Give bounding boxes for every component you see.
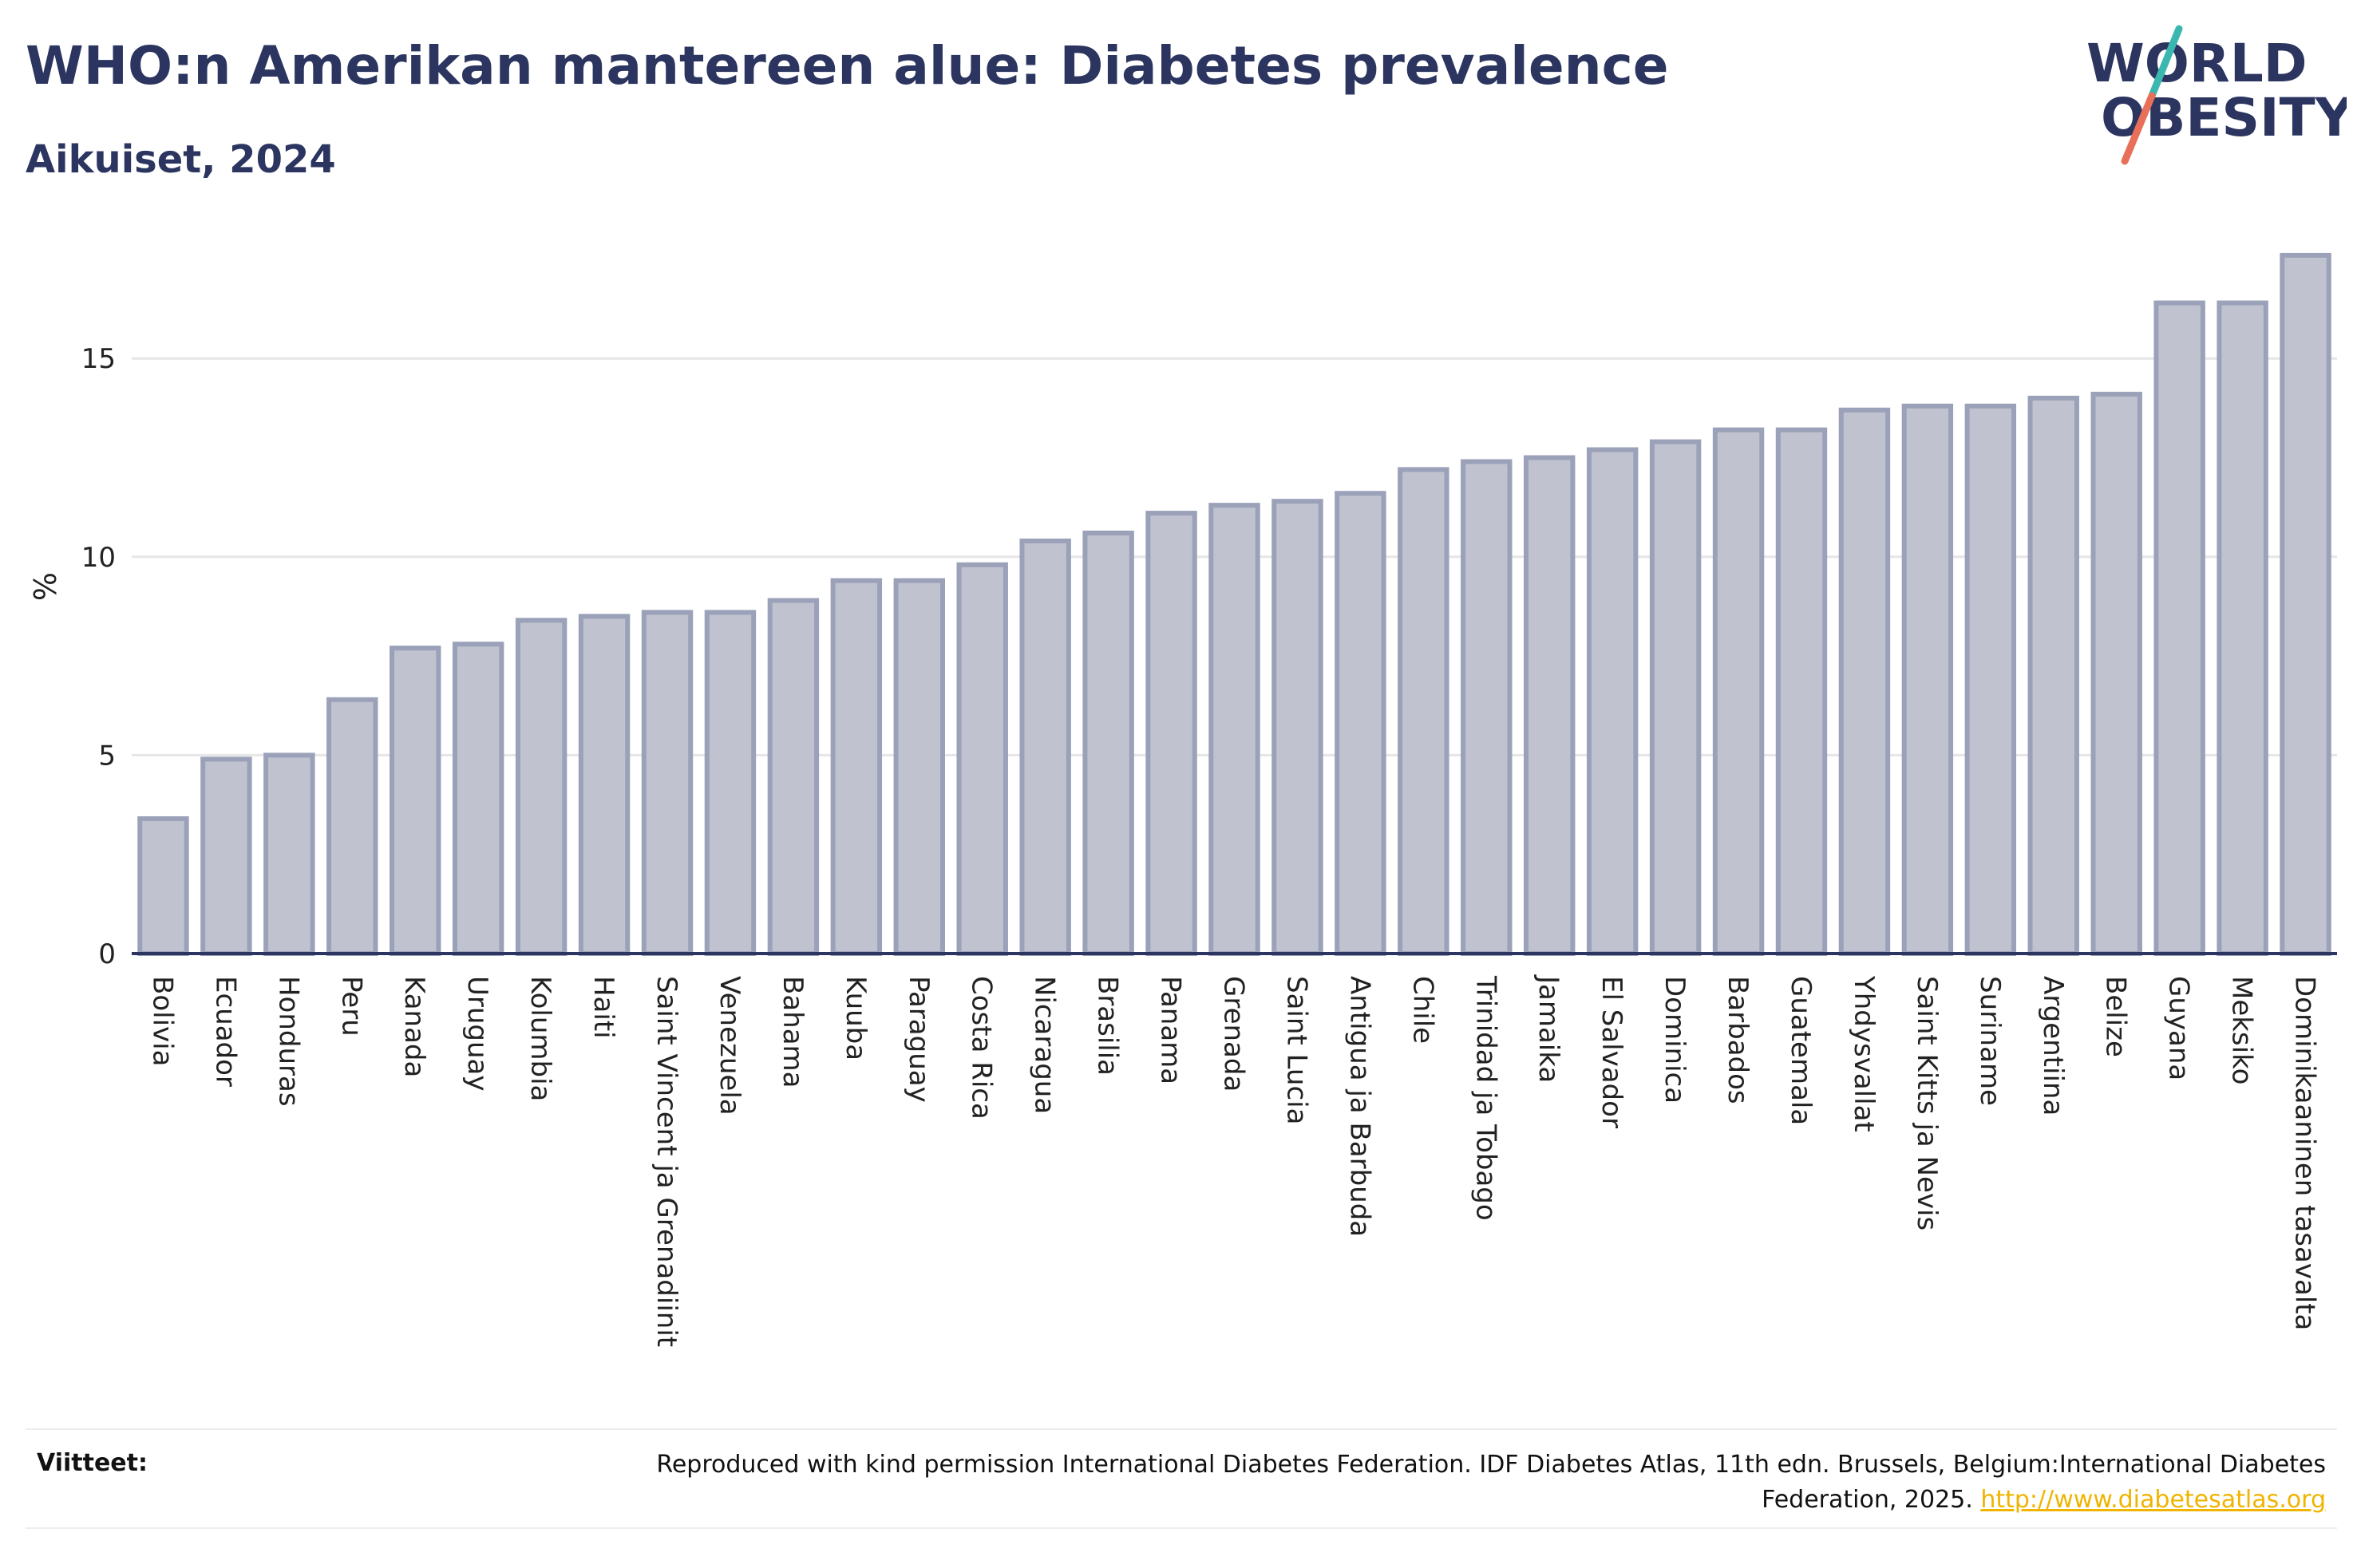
x-tick-label: Belize <box>2100 976 2132 1057</box>
x-tick-label: Dominica <box>1659 976 1691 1104</box>
x-tick-label: Ecuador <box>209 976 241 1087</box>
x-tick-label: Chile <box>1406 976 1438 1044</box>
x-tick-label: Grenada <box>1218 976 1250 1092</box>
x-tick-label: Meksiko <box>2226 976 2258 1084</box>
bar[interactable] <box>137 816 189 956</box>
y-tick-label: 5 <box>98 740 116 772</box>
x-tick-label: Bolivia <box>146 976 178 1066</box>
bar[interactable] <box>515 618 568 956</box>
references-label: Viitteet: <box>37 1449 148 1477</box>
x-tick-label: Saint Vincent ja Grenadiinit <box>651 976 682 1347</box>
x-tick-label: El Salvador <box>1596 976 1627 1128</box>
x-tick-label: Honduras <box>272 976 304 1107</box>
bar[interactable] <box>1398 467 1449 956</box>
bar[interactable] <box>956 562 1008 956</box>
logo-slash-coral <box>2121 92 2156 165</box>
bar[interactable] <box>1461 459 1513 956</box>
bar[interactable] <box>1586 447 1639 956</box>
bar[interactable] <box>1524 455 1576 956</box>
x-tick-label: Venezuela <box>714 976 745 1116</box>
bar[interactable] <box>2153 300 2205 956</box>
references-text: Reproduced with kind permission Internat… <box>650 1448 2326 1518</box>
bar[interactable] <box>2027 395 2079 956</box>
bar[interactable] <box>893 578 945 956</box>
bar[interactable] <box>326 697 378 956</box>
x-tick-label: Bahama <box>777 976 809 1088</box>
bar[interactable] <box>2217 300 2268 956</box>
bar[interactable] <box>263 752 315 957</box>
bar[interactable] <box>2090 391 2142 956</box>
bar[interactable] <box>1649 439 1702 956</box>
bar[interactable] <box>704 610 757 956</box>
bar[interactable] <box>1901 403 1954 956</box>
bar[interactable] <box>1145 511 1197 956</box>
chart-title: WHO:n Amerikan mantereen alue: Diabetes … <box>26 35 1669 97</box>
x-tick-label: Dominikaaninen tasavalta <box>2289 976 2321 1330</box>
x-tick-label: Suriname <box>1974 976 2006 1106</box>
x-tick-label: Peru <box>335 976 367 1037</box>
x-tick-label: Paraguay <box>903 976 935 1103</box>
x-tick-labels: Bolivia Ecuador Honduras Peru Kanada Uruguay K… <box>146 974 2320 1347</box>
x-tick-label: Uruguay <box>461 976 493 1092</box>
x-tick-label: Costa Rica <box>966 976 998 1120</box>
world-obesity-logo: WORLD OBESITY <box>2086 25 2347 165</box>
references-footer: Viitteet: Reproduced with kind permissio… <box>26 1428 2337 1529</box>
bar[interactable] <box>200 756 252 956</box>
bar[interactable] <box>1335 491 1386 956</box>
x-tick-label: Kolumbia <box>524 976 556 1101</box>
bar[interactable] <box>1964 403 2017 956</box>
bar[interactable] <box>1208 503 1260 956</box>
bar[interactable] <box>1271 499 1323 956</box>
references-link[interactable]: http://www.diabetesatlas.org <box>1980 1486 2326 1514</box>
bar-layer <box>137 252 2331 957</box>
bar[interactable] <box>641 610 694 956</box>
x-tick-label: Guyana <box>2163 976 2195 1080</box>
x-tick-label: Jamaika <box>1532 974 1564 1083</box>
logo-line1: WORLD <box>2086 33 2308 94</box>
bar[interactable] <box>2280 252 2331 956</box>
bar[interactable] <box>1712 427 1765 956</box>
x-tick-label: Saint Lucia <box>1280 976 1312 1124</box>
x-tick-label: Kuuba <box>840 976 872 1060</box>
y-tick-label: 15 <box>81 343 116 375</box>
bar-chart: 0 5 10 15 Bolivia Ecuador Honduras Peru Kanada U… <box>28 252 2337 1347</box>
y-tick-labels: 0 5 10 15 <box>81 343 116 970</box>
x-tick-label: Saint Kitts ja Nevis <box>1911 976 1943 1230</box>
x-tick-label: Kanada <box>398 976 430 1077</box>
x-tick-label: Antigua ja Barbuda <box>1343 976 1375 1237</box>
x-tick-label: Argentiina <box>2037 976 2069 1116</box>
x-tick-label: Trinidad ja Tobago <box>1469 975 1501 1221</box>
bar[interactable] <box>1082 530 1134 956</box>
bar[interactable] <box>452 642 504 956</box>
logo-slash-teal <box>2148 25 2183 100</box>
y-tick-label: 0 <box>98 938 116 970</box>
bar[interactable] <box>1019 538 1071 956</box>
x-tick-label: Brasilia <box>1092 976 1124 1076</box>
x-tick-label: Guatemala <box>1785 976 1817 1125</box>
bar[interactable] <box>390 646 441 956</box>
x-tick-label: Haiti <box>587 976 619 1039</box>
x-tick-label: Panama <box>1155 976 1187 1084</box>
x-tick-label: Yhdysvallat <box>1848 975 1880 1132</box>
y-tick-label: 10 <box>81 542 116 574</box>
x-tick-label: Nicaragua <box>1029 976 1061 1114</box>
bar[interactable] <box>578 614 631 957</box>
y-axis-label: % <box>28 572 63 601</box>
bar[interactable] <box>830 578 883 956</box>
bar[interactable] <box>1838 407 1891 956</box>
bar[interactable] <box>1775 427 1828 956</box>
bar[interactable] <box>767 598 820 956</box>
x-tick-label: Barbados <box>1722 976 1754 1104</box>
references-body: Reproduced with kind permission Internat… <box>656 1451 2326 1514</box>
chart-subtitle: Aikuiset, 2024 <box>26 137 336 182</box>
